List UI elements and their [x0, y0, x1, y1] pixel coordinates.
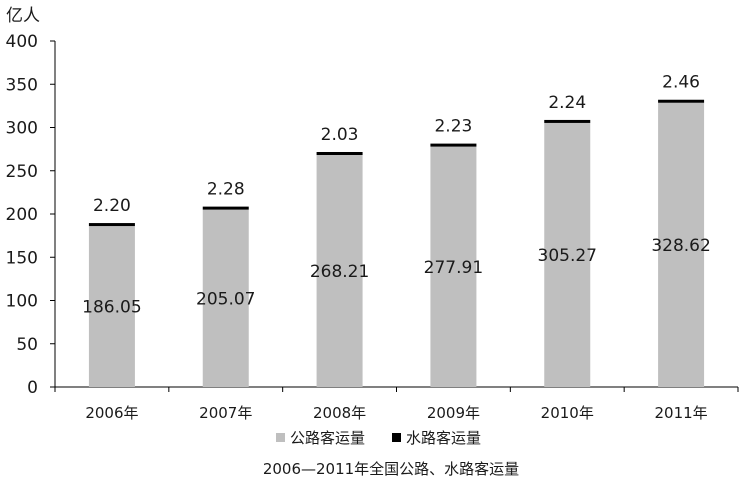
y-tick-label: 50	[16, 335, 38, 355]
y-tick-label: 250	[6, 162, 38, 182]
legend-swatch-water	[392, 433, 401, 442]
legend-swatch-road	[276, 433, 285, 442]
x-tick-label: 2010年	[541, 404, 594, 422]
data-label-water: 2.03	[321, 125, 359, 145]
data-label-water: 2.20	[93, 196, 131, 216]
x-tick-label: 2006年	[85, 404, 138, 422]
bar-road	[316, 154, 363, 387]
bar-road	[430, 146, 477, 387]
x-tick-label: 2011年	[654, 404, 707, 422]
data-label-road: 205.07	[196, 289, 255, 309]
bar-road	[658, 102, 705, 387]
y-tick-label: 100	[6, 292, 38, 312]
y-axis-unit-label: 亿人	[6, 6, 40, 26]
x-tick-label: 2008年	[313, 404, 366, 422]
x-tick-label: 2009年	[427, 404, 480, 422]
bars	[88, 99, 705, 387]
data-label-road: 305.27	[538, 246, 597, 266]
bar-water	[430, 143, 477, 147]
bar-road	[88, 226, 135, 387]
bar-water	[88, 223, 135, 227]
data-label-water: 2.28	[207, 180, 245, 200]
bar-road	[202, 209, 249, 387]
y-tick-label: 400	[6, 32, 38, 52]
legend: 公路客运量 水路客运量	[276, 429, 481, 447]
data-label-water: 2.24	[548, 93, 586, 113]
legend-label-water: 水路客运量	[406, 429, 481, 447]
bar-water	[544, 119, 591, 123]
bar-water	[202, 206, 249, 210]
x-axis-ticks: 2006年 2007年 2008年 2009年 2010年 2011年	[54, 387, 739, 422]
chart-title: 2006—2011年全国公路、水路客运量	[263, 460, 519, 478]
data-label-road: 268.21	[310, 262, 369, 282]
data-label-water: 2.23	[434, 117, 472, 137]
y-tick-label: 200	[6, 205, 38, 225]
data-labels: 186.05 2.20 205.07 2.28 268.21 2.03 277.91 2.23…	[82, 73, 711, 318]
x-tick-label: 2007年	[199, 404, 252, 422]
y-tick-label: 300	[6, 119, 38, 139]
y-tick-label: 350	[6, 75, 38, 95]
y-tick-label: 150	[6, 248, 38, 268]
data-label-road: 186.05	[82, 298, 141, 318]
data-label-road: 277.91	[424, 258, 483, 278]
bar-road	[544, 122, 591, 387]
y-axis-ticks: 0 50 100 150 200 250 300 350 400	[6, 32, 55, 398]
y-tick-label: 0	[27, 378, 38, 398]
data-label-road: 328.62	[651, 236, 710, 256]
bar-water	[658, 99, 705, 103]
bar-water	[316, 151, 363, 155]
data-label-water: 2.46	[662, 73, 700, 93]
legend-label-road: 公路客运量	[290, 429, 365, 447]
